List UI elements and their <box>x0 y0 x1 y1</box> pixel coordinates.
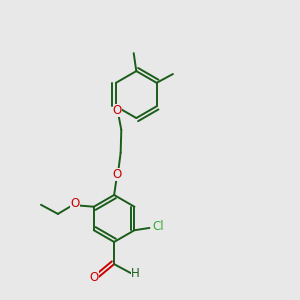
Text: O: O <box>89 271 98 284</box>
Text: H: H <box>131 267 140 280</box>
Text: O: O <box>113 104 122 117</box>
Text: O: O <box>113 168 122 181</box>
Text: O: O <box>70 197 80 210</box>
Text: Cl: Cl <box>152 220 164 233</box>
